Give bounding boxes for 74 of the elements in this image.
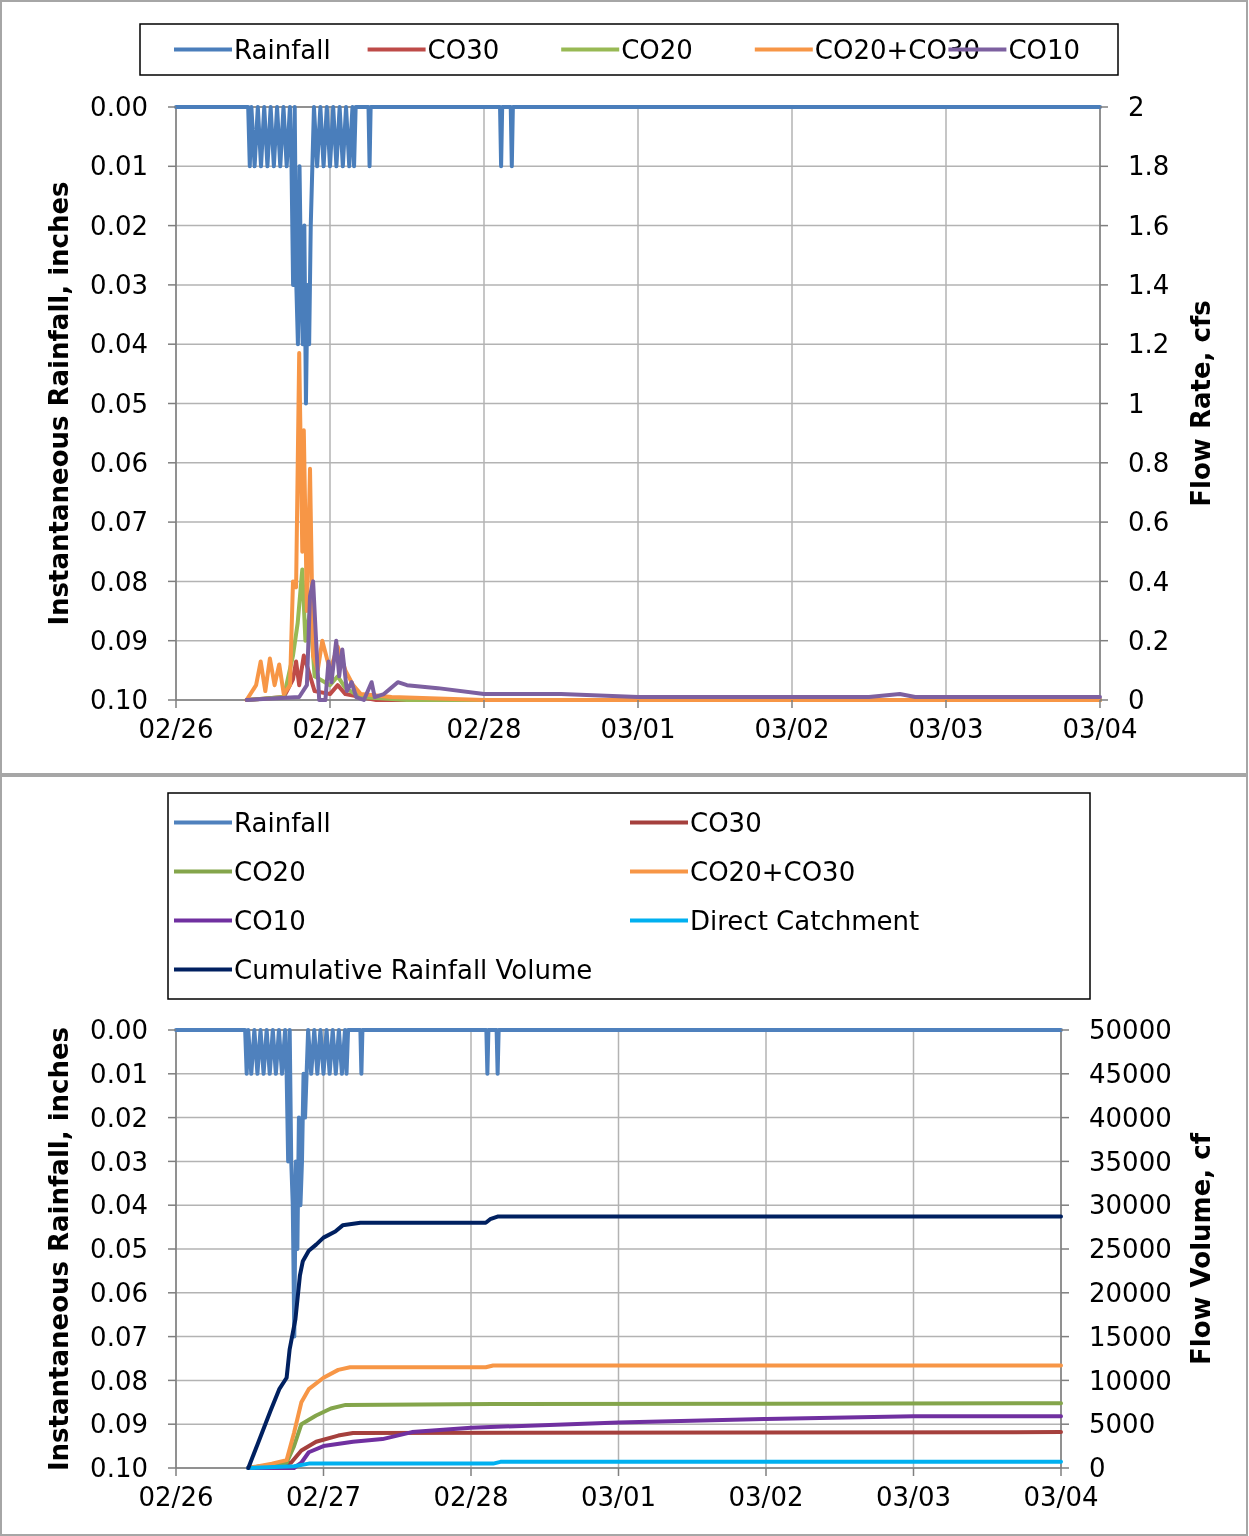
y-tick-label: 0.02 (90, 1102, 148, 1133)
y-tick-label: 0.05 (90, 388, 148, 419)
y2-tick-label: 5000 (1089, 1409, 1156, 1440)
y-tick-label: 0.08 (90, 566, 148, 597)
y-tick-label: 0.10 (90, 1453, 148, 1484)
legend-label: Direct Catchment (690, 905, 920, 936)
y2-tick-label: 50000 (1089, 1015, 1172, 1046)
legend-label: CO20 (234, 856, 306, 887)
y2-tick-label: 30000 (1089, 1190, 1172, 1221)
x-tick-label: 03/01 (600, 714, 676, 744)
y-tick-label: 0.08 (90, 1365, 148, 1396)
x-tick-label: 02/28 (433, 1482, 509, 1512)
y2-tick-label: 0.4 (1128, 566, 1170, 597)
y2-tick-label: 0 (1128, 685, 1145, 716)
y-tick-label: 0.06 (90, 447, 148, 478)
y-tick-label: 0.00 (90, 92, 148, 123)
y2-tick-label: 0.8 (1128, 447, 1170, 478)
legend-label: Rainfall (234, 34, 331, 65)
x-tick-label: 03/03 (876, 1482, 951, 1512)
x-tick-label: 02/26 (138, 714, 214, 744)
y2-tick-label: 0 (1089, 1453, 1106, 1484)
legend-label: CO10 (1008, 34, 1081, 65)
y-tick-label: 0.04 (90, 329, 148, 360)
x-tick-label: 02/28 (446, 714, 522, 744)
y2-tick-label: 20000 (1089, 1277, 1172, 1308)
y2-tick-label: 10000 (1089, 1365, 1172, 1396)
x-tick-label: 02/27 (286, 1482, 361, 1512)
y-tick-label: 0.04 (90, 1190, 148, 1221)
y2-tick-label: 1 (1128, 388, 1145, 419)
y2-tick-label: 45000 (1089, 1058, 1172, 1089)
x-tick-label: 03/01 (581, 1482, 656, 1512)
legend-label: CO20 (621, 34, 693, 65)
y-tick-label: 0.09 (90, 625, 148, 656)
x-tick-label: 03/03 (908, 714, 984, 744)
y-tick-label: 0.09 (90, 1409, 148, 1440)
y-tick-label: 0.07 (90, 1321, 148, 1352)
y-tick-label: 0.00 (90, 1015, 148, 1046)
x-tick-label: 03/02 (754, 714, 830, 744)
legend-label: CO20+CO30 (814, 34, 980, 65)
legend-label: CO10 (234, 905, 306, 936)
x-tick-label: 02/27 (292, 714, 368, 744)
y2-tick-label: 1.2 (1128, 329, 1170, 360)
y-tick-label: 0.10 (90, 685, 148, 716)
legend-label: CO30 (427, 34, 500, 65)
legend-label: CO30 (690, 807, 762, 838)
x-tick-label: 03/02 (728, 1482, 804, 1512)
y-tick-label: 0.03 (90, 1146, 148, 1177)
x-tick-label: 02/26 (138, 1482, 214, 1512)
y2-tick-label: 15000 (1089, 1321, 1172, 1352)
y-tick-label: 0.06 (90, 1277, 148, 1308)
y2-tick-label: 1.6 (1128, 210, 1170, 241)
y-tick-label: 0.02 (90, 210, 148, 241)
y-tick-label: 0.03 (90, 270, 148, 300)
y2-tick-label: 25000 (1089, 1234, 1172, 1265)
x-tick-label: 03/04 (1023, 1482, 1099, 1512)
y-tick-label: 0.01 (90, 1058, 148, 1089)
y2-tick-label: 2 (1128, 92, 1145, 123)
y2-tick-label: 1.4 (1128, 270, 1170, 300)
legend-label: CO20+CO30 (690, 856, 856, 887)
y2-tick-label: 0.2 (1128, 625, 1170, 656)
y2-tick-label: 1.8 (1128, 151, 1170, 182)
y2-tick-label: 40000 (1089, 1102, 1172, 1133)
y2-axis-title: Flow Volume, cf (1186, 1132, 1216, 1365)
x-tick-label: 03/04 (1062, 714, 1138, 744)
y-tick-label: 0.01 (90, 151, 148, 182)
y-tick-label: 0.07 (90, 507, 148, 538)
y2-axis-title: Flow Rate, cfs (1186, 300, 1216, 507)
y2-tick-label: 0.6 (1128, 507, 1170, 538)
legend-label: Cumulative Rainfall Volume (234, 954, 593, 985)
y-axis-title: Instantaneous Rainfall, inches (44, 1026, 74, 1472)
legend-label: Rainfall (234, 807, 331, 838)
y-tick-label: 0.05 (90, 1234, 148, 1265)
y2-tick-label: 35000 (1089, 1146, 1172, 1177)
y-axis-title: Instantaneous Rainfall, inches (44, 181, 74, 626)
